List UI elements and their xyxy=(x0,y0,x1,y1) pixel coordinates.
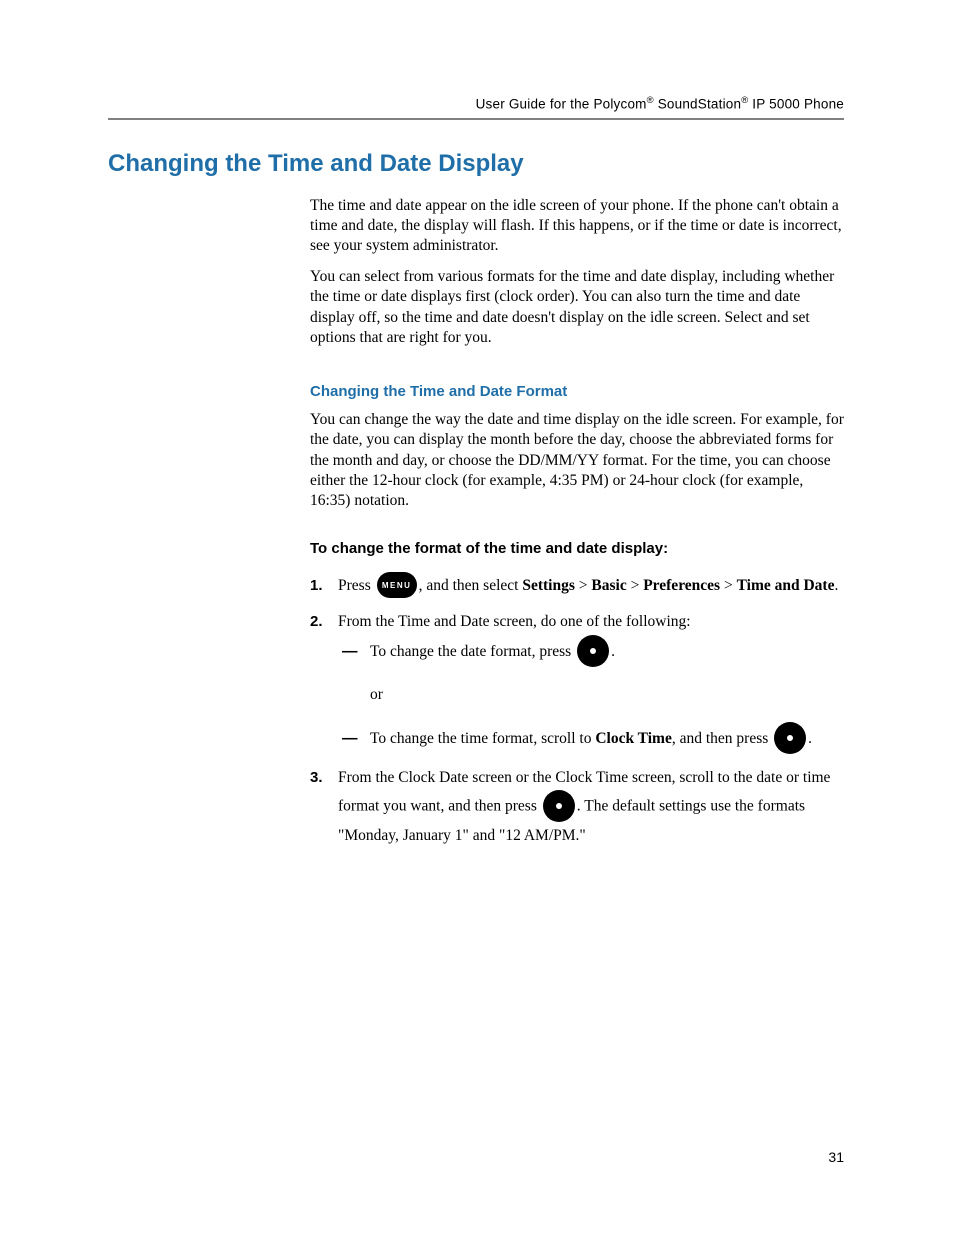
page-number: 31 xyxy=(828,1149,844,1165)
section-heading: Changing the Time and Date Display xyxy=(108,150,844,178)
substep-b: — To change the time format, scroll to C… xyxy=(338,723,846,755)
subsection-heading: Changing the Time and Date Format xyxy=(310,383,846,400)
step-3: From the Clock Date screen or the Clock … xyxy=(310,765,846,850)
menu-button-icon: MENU xyxy=(377,572,417,598)
header-prefix: User Guide for the Polycom xyxy=(476,97,647,112)
step-text: , and then select xyxy=(419,577,523,594)
step-1: Press MENU, and then select Settings > B… xyxy=(310,573,846,599)
select-button-icon xyxy=(543,790,575,822)
intro-paragraph-1: The time and date appear on the idle scr… xyxy=(310,196,846,257)
substep-a: — To change the date format, press . xyxy=(338,636,846,668)
step-text: , and then press xyxy=(672,730,772,747)
header-suffix: IP 5000 Phone xyxy=(748,97,844,112)
running-header: User Guide for the Polycom® SoundStation… xyxy=(108,95,844,112)
registered-mark: ® xyxy=(647,95,654,106)
step-text: Press xyxy=(338,577,375,594)
step-text: To change the date format, press xyxy=(370,643,575,660)
step-2: From the Time and Date screen, do one of… xyxy=(310,609,846,755)
clock-time-label: Clock Time xyxy=(595,730,672,747)
intro-paragraph-2: You can select from various formats for … xyxy=(310,267,846,349)
header-rule xyxy=(108,118,844,120)
nav-path: Settings > Basic > Preferences > Time an… xyxy=(522,577,834,594)
dash-bullet: — xyxy=(342,636,358,667)
select-button-icon xyxy=(577,635,609,667)
procedure-heading: To change the format of the time and dat… xyxy=(310,540,846,557)
page: User Guide for the Polycom® SoundStation… xyxy=(0,0,954,1235)
step-text: . xyxy=(834,577,838,594)
format-paragraph: You can change the way the date and time… xyxy=(310,410,846,512)
step-text: . xyxy=(808,730,812,747)
header-mid: SoundStation xyxy=(654,97,741,112)
or-separator: or xyxy=(338,682,846,708)
step-text: To change the time format, scroll to xyxy=(370,730,595,747)
body-column: The time and date appear on the idle scr… xyxy=(310,196,846,850)
select-button-icon xyxy=(774,722,806,754)
dash-bullet: — xyxy=(342,723,358,754)
step-text: . xyxy=(611,643,615,660)
procedure-steps: Press MENU, and then select Settings > B… xyxy=(310,573,846,850)
step-text: From the Time and Date screen, do one of… xyxy=(338,613,691,630)
